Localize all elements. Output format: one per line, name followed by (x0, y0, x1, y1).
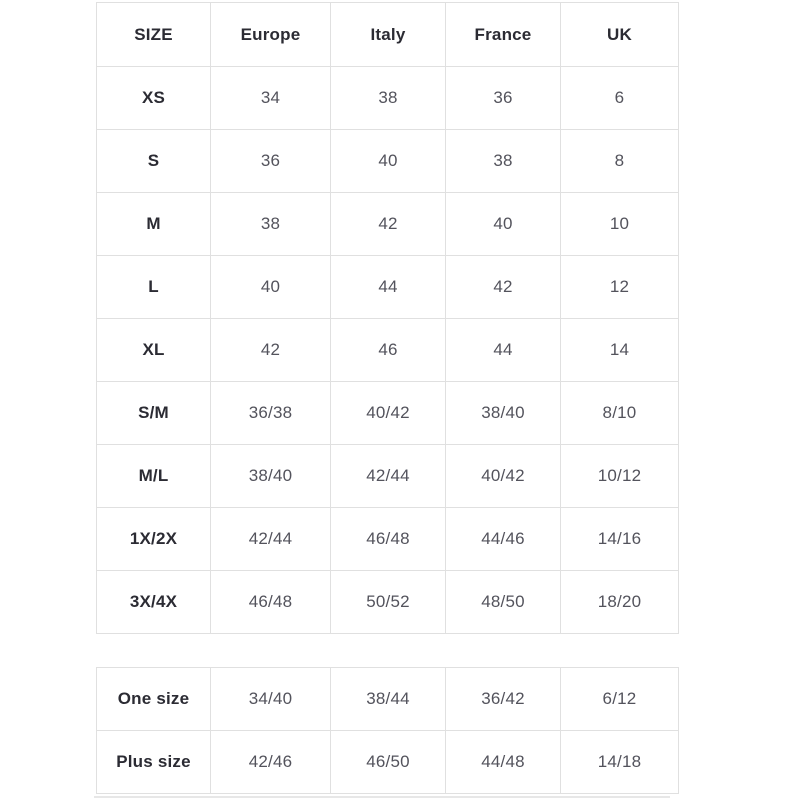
size-value-cell: 50/52 (330, 570, 446, 634)
size-value-cell: 14 (560, 318, 679, 382)
table-row: 3X/4X 46/48 50/52 48/50 18/20 (96, 570, 679, 634)
size-value-cell: 6 (560, 66, 679, 130)
size-value-cell: 6/12 (560, 667, 679, 731)
size-label-cell: Plus size (96, 730, 211, 794)
column-header: UK (560, 2, 679, 67)
one-size-plus-size-table: One size 34/40 38/44 36/42 6/12 Plus size 42/4… (96, 667, 679, 794)
size-value-cell: 8/10 (560, 381, 679, 445)
table-row: S/M 36/38 40/42 38/40 8/10 (96, 381, 679, 445)
size-value-cell: 40 (445, 192, 561, 256)
size-value-cell: 48/50 (445, 570, 561, 634)
table-header-row: SIZE Europe Italy France UK (96, 2, 679, 67)
size-value-cell: 40/42 (445, 444, 561, 508)
size-value-cell: 40 (330, 129, 446, 193)
size-label-cell: XL (96, 318, 211, 382)
size-value-cell: 42/44 (210, 507, 331, 571)
size-value-cell: 46 (330, 318, 446, 382)
size-value-cell: 44 (445, 318, 561, 382)
size-value-cell: 40 (210, 255, 331, 319)
size-value-cell: 34/40 (210, 667, 331, 731)
size-value-cell: 42/46 (210, 730, 331, 794)
size-value-cell: 44/48 (445, 730, 561, 794)
size-value-cell: 12 (560, 255, 679, 319)
size-value-cell: 10 (560, 192, 679, 256)
size-value-cell: 42 (445, 255, 561, 319)
table-row: M/L 38/40 42/44 40/42 10/12 (96, 444, 679, 508)
size-value-cell: 38 (210, 192, 331, 256)
size-value-cell: 10/12 (560, 444, 679, 508)
table-row: XS 34 38 36 6 (96, 66, 679, 130)
size-value-cell: 34 (210, 66, 331, 130)
size-value-cell: 40/42 (330, 381, 446, 445)
size-label-cell: 1X/2X (96, 507, 211, 571)
size-value-cell: 42/44 (330, 444, 446, 508)
size-conversion-table: SIZE Europe Italy France UK XS 34 38 36 6 S 36 40 38 8… (96, 2, 679, 634)
size-label-cell: L (96, 255, 211, 319)
table-row: 1X/2X 42/44 46/48 44/46 14/16 (96, 507, 679, 571)
size-label-cell: 3X/4X (96, 570, 211, 634)
size-value-cell: 42 (330, 192, 446, 256)
column-header: Europe (210, 2, 331, 67)
table-row: L 40 44 42 12 (96, 255, 679, 319)
size-value-cell: 14/16 (560, 507, 679, 571)
size-value-cell: 46/48 (210, 570, 331, 634)
size-label-cell: M (96, 192, 211, 256)
size-value-cell: 38/40 (210, 444, 331, 508)
table-row: One size 34/40 38/44 36/42 6/12 (96, 667, 679, 731)
size-value-cell: 36/42 (445, 667, 561, 731)
size-value-cell: 44/46 (445, 507, 561, 571)
table-row: M 38 42 40 10 (96, 192, 679, 256)
table-row: XL 42 46 44 14 (96, 318, 679, 382)
size-value-cell: 38/44 (330, 667, 446, 731)
size-value-cell: 38/40 (445, 381, 561, 445)
column-header: Italy (330, 2, 446, 67)
size-value-cell: 38 (445, 129, 561, 193)
size-value-cell: 8 (560, 129, 679, 193)
size-value-cell: 44 (330, 255, 446, 319)
column-header: France (445, 2, 561, 67)
table-bottom-shadow (94, 796, 670, 798)
size-label-cell: S/M (96, 381, 211, 445)
size-label-cell: M/L (96, 444, 211, 508)
size-label-cell: S (96, 129, 211, 193)
table-row: Plus size 42/46 46/50 44/48 14/18 (96, 730, 679, 794)
column-header: SIZE (96, 2, 211, 67)
size-value-cell: 46/48 (330, 507, 446, 571)
size-label-cell: One size (96, 667, 211, 731)
size-value-cell: 36 (210, 129, 331, 193)
size-value-cell: 18/20 (560, 570, 679, 634)
size-value-cell: 46/50 (330, 730, 446, 794)
size-value-cell: 36/38 (210, 381, 331, 445)
size-value-cell: 42 (210, 318, 331, 382)
size-label-cell: XS (96, 66, 211, 130)
size-value-cell: 38 (330, 66, 446, 130)
size-value-cell: 14/18 (560, 730, 679, 794)
size-value-cell: 36 (445, 66, 561, 130)
table-row: S 36 40 38 8 (96, 129, 679, 193)
